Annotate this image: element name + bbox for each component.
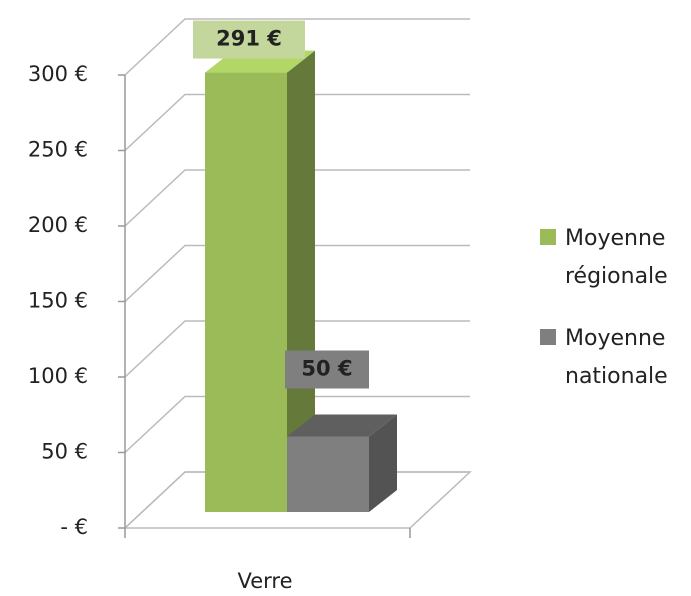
value-label: 291 €	[216, 27, 282, 51]
legend-swatch	[540, 229, 556, 245]
bar	[205, 72, 287, 512]
legend-swatch	[540, 329, 556, 345]
grid-line	[124, 320, 470, 378]
y-tick-label: 100 €	[28, 364, 88, 388]
grid-line	[124, 244, 470, 303]
x-tick-label: Verre	[237, 569, 292, 593]
grid-line	[124, 169, 470, 227]
bar-side	[369, 414, 397, 512]
bar-side	[287, 50, 315, 513]
value-label: 50 €	[301, 357, 352, 381]
value-label-box	[193, 20, 305, 59]
grid-line	[124, 395, 470, 454]
y-tick-label: 250 €	[28, 138, 88, 162]
y-tick-label: 200 €	[28, 213, 88, 237]
bar	[287, 436, 369, 512]
y-tick-label: 50 €	[41, 440, 88, 464]
legend-label: Moyenne nationale	[565, 326, 668, 389]
grid-line	[124, 18, 470, 76]
y-tick-label: - €	[60, 515, 88, 539]
y-tick-label: 150 €	[28, 289, 88, 313]
bar-top	[287, 414, 397, 437]
value-label-box	[285, 350, 369, 389]
y-tick-label: 300 €	[28, 62, 88, 86]
legend-label: Moyenne régionale	[565, 226, 668, 289]
grid-line	[124, 93, 470, 152]
